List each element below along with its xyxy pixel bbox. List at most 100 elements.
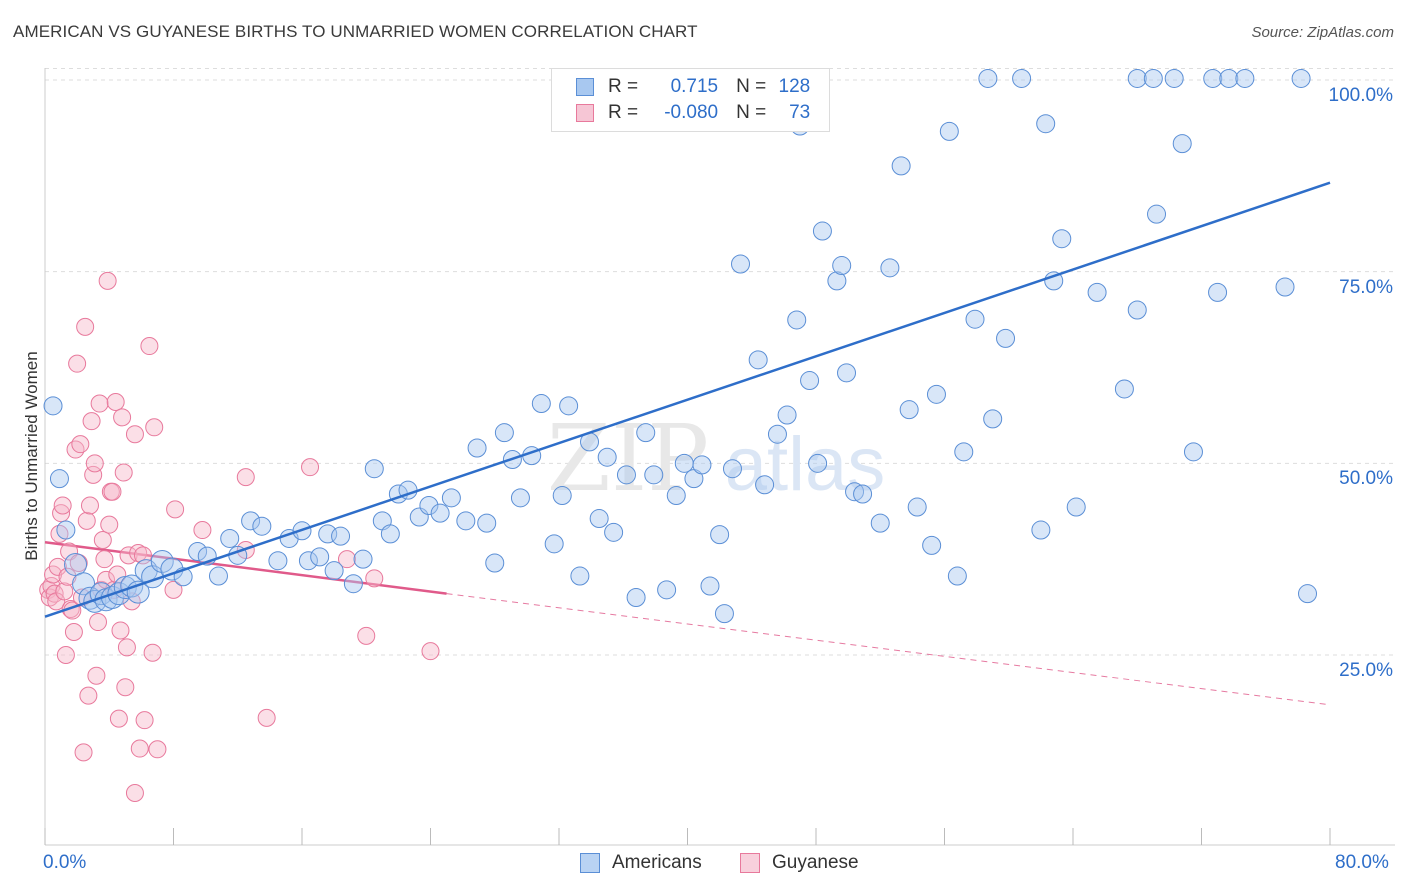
americans-point <box>72 572 96 596</box>
guyanese-point <box>145 418 164 437</box>
guyanese-point <box>106 393 125 411</box>
americans-point <box>983 409 1003 429</box>
americans-point <box>870 513 890 533</box>
americans-point <box>891 156 911 176</box>
r-label: R = <box>608 102 639 123</box>
guyanese-point <box>93 531 112 549</box>
americans-point <box>1147 204 1167 224</box>
guyanese-point <box>148 740 167 759</box>
guyanese-trend <box>44 541 1331 706</box>
americans-point <box>1298 584 1318 604</box>
legend-swatch-blue <box>580 853 600 873</box>
legend-item-americans[interactable]: Americans <box>580 852 702 874</box>
americans-point <box>220 528 240 548</box>
guyanese-point <box>82 412 101 431</box>
americans-trend-line <box>44 181 1331 618</box>
guyanese-point <box>365 569 384 588</box>
guyanese-point <box>116 678 135 697</box>
guyanese-point <box>135 711 154 730</box>
y-tick-label: 100.0% <box>1328 85 1393 106</box>
chart-title: AMERICAN VS GUYANESE BIRTHS TO UNMARRIED… <box>13 22 698 41</box>
guyanese-point <box>114 463 133 482</box>
americans-point <box>777 405 797 425</box>
americans-point <box>710 525 730 545</box>
guyanese-point <box>143 643 162 662</box>
legend-item-guyanese[interactable]: Guyanese <box>740 852 859 874</box>
legend-swatch-pink <box>740 853 760 873</box>
guyanese-point <box>164 580 183 599</box>
guyanese-point <box>68 354 87 373</box>
r-value: 0.715 <box>670 76 719 97</box>
americans-point <box>268 551 288 571</box>
y-tick-label: 50.0% <box>1339 468 1393 490</box>
americans-point <box>552 486 572 506</box>
guyanese-point <box>421 642 440 661</box>
guyanese-point <box>87 666 106 685</box>
americans-point <box>597 447 617 467</box>
americans-point <box>692 455 712 475</box>
guyanese-point <box>55 582 74 601</box>
guyanese-point <box>193 521 212 540</box>
americans-point <box>700 576 720 596</box>
americans-point <box>430 503 450 523</box>
americans-point <box>978 68 998 88</box>
guyanese-points <box>39 271 440 802</box>
americans-point <box>1203 68 1223 88</box>
guyanese-point <box>85 454 104 473</box>
guyanese-point <box>58 567 77 586</box>
americans-point <box>731 254 751 274</box>
guyanese-point <box>52 504 71 523</box>
americans-point <box>353 549 373 569</box>
americans-point <box>241 511 261 531</box>
guyanese-point <box>125 425 144 444</box>
americans-point <box>331 526 351 546</box>
americans-point <box>837 363 857 383</box>
americans-point <box>441 488 461 508</box>
legend-swatch-pink <box>576 104 594 122</box>
americans-point <box>644 465 664 485</box>
guyanese-point <box>117 638 136 657</box>
americans-point <box>120 574 144 598</box>
guyanese-point <box>130 739 149 758</box>
americans-point <box>1235 68 1255 88</box>
source-label: Source: ZipAtlas.com <box>1251 24 1394 41</box>
legend-label-guyanese: Guyanese <box>772 852 859 873</box>
americans-point <box>657 580 677 600</box>
americans-point <box>310 547 330 567</box>
americans-point <box>324 561 344 581</box>
guyanese-point <box>100 515 119 534</box>
americans-point <box>832 256 852 276</box>
americans-point <box>1031 520 1051 540</box>
americans-point <box>49 469 69 489</box>
guyanese-point <box>64 623 83 641</box>
americans-point <box>1183 442 1203 462</box>
guyanese-point <box>103 482 122 501</box>
n-label: N = <box>736 102 767 123</box>
guyanese-point <box>257 708 276 727</box>
americans-point <box>800 371 820 391</box>
americans-point <box>364 459 384 479</box>
americans-point <box>456 511 476 531</box>
americans-point <box>544 534 564 554</box>
guyanese-point <box>301 458 320 477</box>
americans-point <box>1291 68 1311 88</box>
y-tick-label: 75.0% <box>1339 276 1393 298</box>
n-value: 73 <box>789 102 811 123</box>
americans-point <box>787 310 807 330</box>
stats-legend: R = 0.715 N = 128 R = -0.080 N = 73 <box>551 68 830 132</box>
americans-point <box>1275 277 1295 297</box>
guyanese-point <box>77 511 96 530</box>
americans-point <box>755 475 775 495</box>
guyanese-point <box>80 496 99 515</box>
americans-point <box>150 549 174 573</box>
guyanese-point <box>109 709 128 728</box>
americans-point <box>947 566 967 586</box>
watermark: ZIP atlas <box>547 405 885 512</box>
guyanese-point <box>60 542 79 561</box>
guyanese-point <box>236 468 255 487</box>
americans-point <box>722 459 742 479</box>
americans-point <box>477 513 497 533</box>
americans-point <box>1208 282 1228 302</box>
americans-point <box>954 442 974 462</box>
